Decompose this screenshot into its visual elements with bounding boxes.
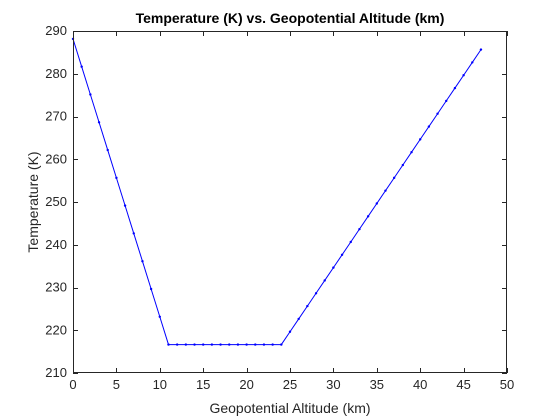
data-point [123, 204, 127, 207]
y-tick-label: 260 [45, 151, 67, 166]
data-point [384, 189, 387, 192]
plot-area [73, 31, 507, 373]
data-point [323, 279, 326, 282]
y-tick-label: 240 [45, 237, 67, 252]
x-tick-label: 25 [283, 377, 297, 392]
data-point [228, 343, 231, 346]
data-point [332, 266, 335, 269]
data-point [375, 202, 378, 205]
data-point [436, 112, 439, 115]
data-point [288, 330, 292, 333]
data-point [106, 148, 109, 152]
x-axis-label: Geopotential Altitude (km) [209, 400, 370, 416]
data-point [445, 99, 448, 103]
data-point [219, 343, 222, 346]
data-point [89, 93, 92, 96]
data-point [262, 343, 266, 346]
data-point [401, 163, 405, 167]
data-point [149, 287, 153, 291]
data-point [80, 65, 83, 68]
x-tick-label: 35 [370, 377, 384, 392]
data-point [184, 343, 188, 346]
data-point [297, 317, 300, 321]
data-point [175, 343, 179, 346]
data-point [271, 343, 274, 346]
data-point [462, 74, 465, 77]
data-point [245, 343, 248, 346]
data-point [349, 240, 352, 244]
data-point [141, 260, 144, 263]
data-point [419, 138, 422, 141]
data-point [392, 176, 396, 180]
data-point [358, 227, 361, 231]
x-tick-label: 20 [239, 377, 253, 392]
data-point [471, 61, 474, 64]
data-point [132, 232, 135, 235]
y-tick-label: 220 [45, 322, 67, 337]
data-point [340, 253, 344, 256]
x-tick-label: 30 [326, 377, 340, 392]
x-tick-label: 40 [413, 377, 427, 392]
x-tick-label: 15 [196, 377, 210, 392]
y-tick-label: 210 [45, 365, 67, 380]
data-point [427, 125, 431, 128]
data-point [236, 343, 240, 346]
y-tick-label: 280 [45, 66, 67, 81]
data-point [210, 343, 214, 346]
y-tick-label: 270 [45, 109, 67, 124]
series-line [72, 38, 482, 346]
y-axis-label: Temperature (K) [25, 151, 41, 252]
y-axis-ticks: 210 220 230 240 250 260 270 280 290 [45, 23, 507, 380]
data-point [280, 343, 283, 346]
data-point [158, 315, 161, 318]
data-point [254, 343, 257, 346]
data-point [193, 343, 196, 346]
data-point [314, 292, 318, 295]
data-point [453, 86, 457, 90]
x-tick-label: 50 [500, 377, 514, 392]
data-point [202, 343, 205, 346]
data-point [115, 176, 118, 180]
x-tick-label: 10 [153, 377, 167, 392]
data-point [97, 121, 101, 124]
x-tick-label: 5 [113, 377, 120, 392]
y-tick-label: 250 [45, 194, 67, 209]
chart-title: Temperature (K) vs. Geopotential Altitud… [136, 10, 445, 26]
x-tick-label: 45 [456, 377, 470, 392]
series-layer [71, 37, 483, 346]
x-tick-label: 0 [69, 377, 76, 392]
y-tick-label: 230 [45, 280, 67, 295]
y-tick-label: 290 [45, 23, 67, 38]
data-point [167, 343, 170, 346]
x-axis-ticks: 0 5 10 15 20 25 30 35 40 45 50 [69, 31, 514, 392]
data-point [479, 48, 483, 51]
data-point [306, 304, 309, 308]
data-point [410, 151, 413, 154]
data-point [366, 215, 370, 218]
